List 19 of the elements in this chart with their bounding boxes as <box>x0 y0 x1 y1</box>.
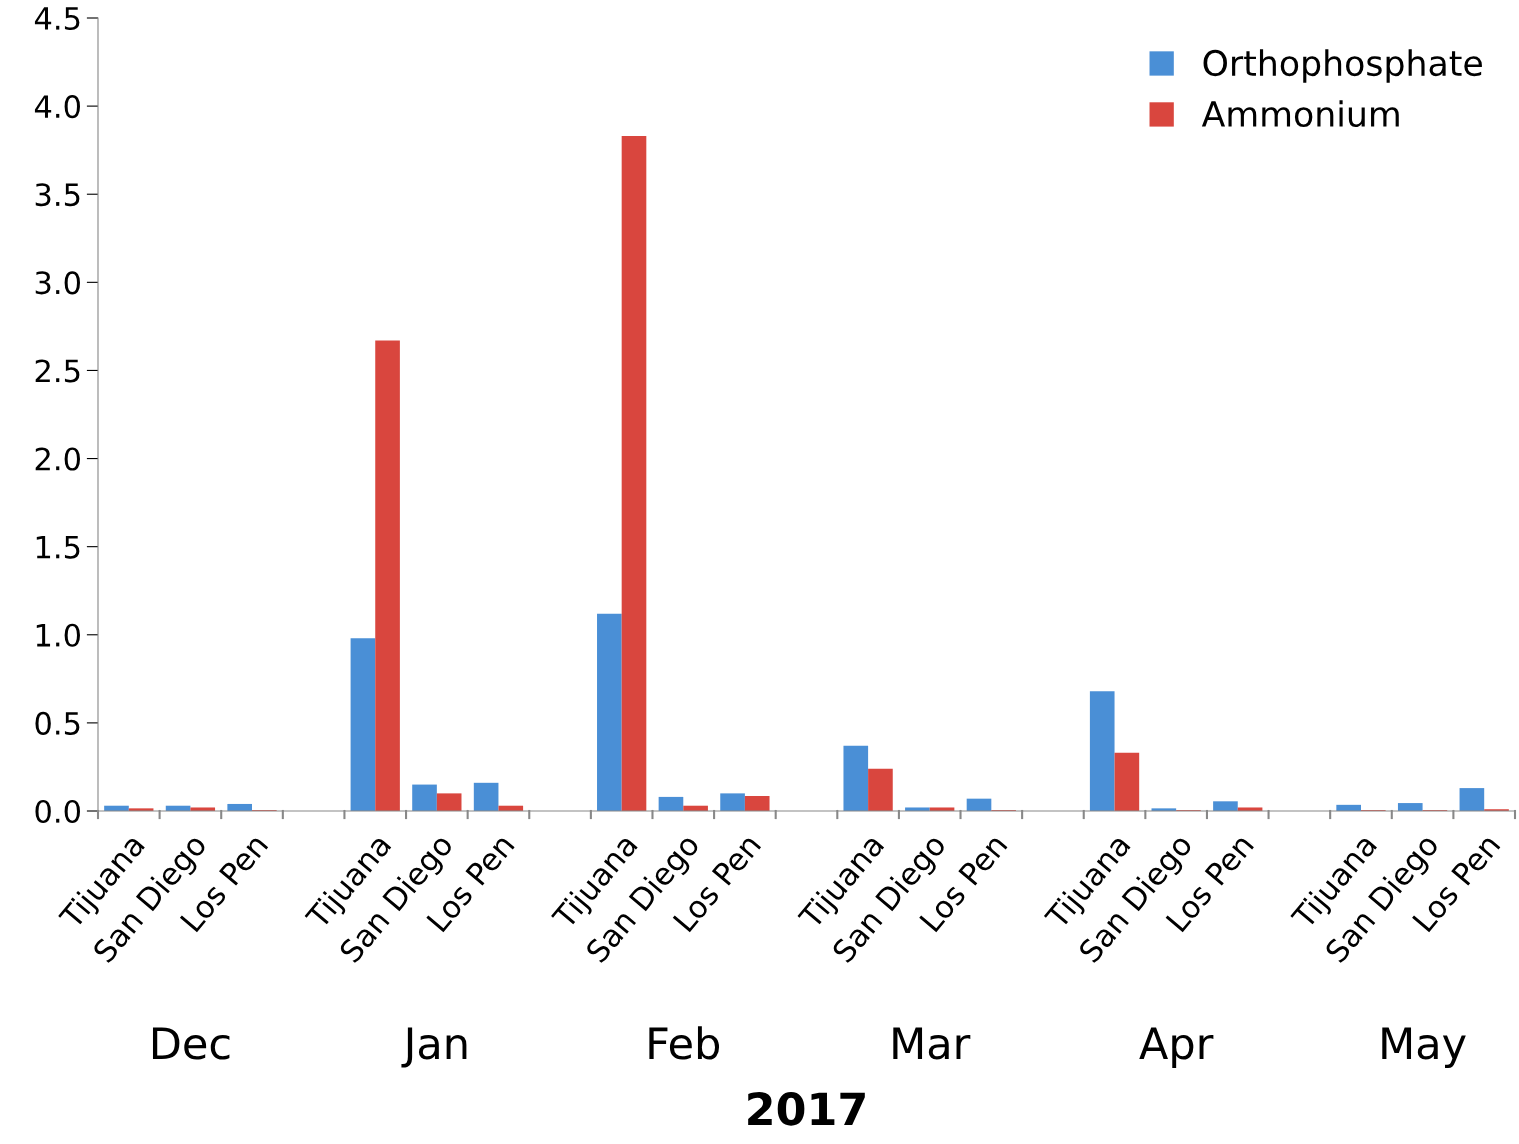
y-tick-label: 1.5 <box>36 536 80 559</box>
legend-label: Orthophosphate <box>1203 49 1482 83</box>
text: Dec <box>152 1027 230 1060</box>
text: Feb <box>649 1026 720 1060</box>
legend-label: Ammonium <box>1201 100 1399 128</box>
y-tick-label: 2.5 <box>35 359 80 383</box>
y-tick-label: 2.0 <box>35 447 80 471</box>
y-tick-label: 1.0 <box>36 623 80 647</box>
x-axis-title: 2017 <box>748 1092 865 1126</box>
y-tick-label: 3.0 <box>35 271 80 295</box>
y-tick-label: 4.5 <box>34 7 80 31</box>
text: Apr <box>1139 1027 1214 1068</box>
y-tick-label: 0.5 <box>35 711 80 735</box>
text: Mar <box>893 1027 971 1060</box>
text: May <box>1382 1027 1466 1068</box>
y-tick-label: 3.5 <box>35 183 80 207</box>
y-tick-label: 0.0 <box>35 799 80 824</box>
text: Jan <box>401 1027 467 1068</box>
y-tick-label: 4.0 <box>34 95 80 119</box>
